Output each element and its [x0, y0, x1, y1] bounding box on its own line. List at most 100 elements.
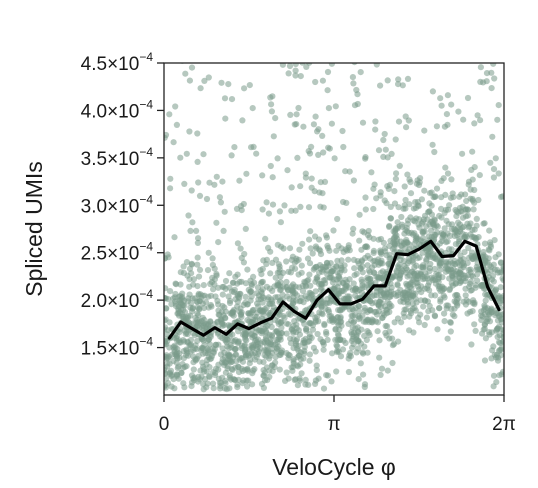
scatter-point	[323, 372, 330, 379]
scatter-point	[444, 238, 451, 245]
scatter-point	[481, 240, 489, 247]
scatter-point	[456, 274, 463, 282]
scatter-point	[406, 176, 413, 183]
scatter-point	[177, 154, 184, 161]
scatter-point	[431, 217, 438, 224]
scatter-point	[164, 366, 168, 374]
scatter-point	[175, 375, 182, 382]
scatter-point	[261, 34, 267, 40]
scatter-point	[431, 265, 438, 273]
scatter-point	[312, 314, 319, 321]
scatter-point	[471, 234, 478, 241]
scatter-point	[316, 280, 323, 288]
scatter-point	[228, 152, 235, 159]
scatter-point	[231, 346, 238, 353]
scatter-point	[302, 174, 309, 181]
scatter-point	[491, 75, 498, 82]
scatter-point	[483, 41, 489, 47]
scatter-point	[268, 323, 275, 331]
scatter-point	[246, 82, 253, 89]
scatter-point	[286, 245, 294, 252]
scatter-point	[353, 349, 360, 356]
scatter-point	[292, 72, 299, 79]
scatter-point	[326, 145, 333, 152]
scatter-point	[410, 329, 417, 336]
scatter-point	[244, 383, 251, 390]
scatter-point	[194, 130, 201, 137]
scatter-point	[355, 376, 362, 383]
scatter-point	[254, 284, 262, 291]
scatter-point	[373, 195, 380, 202]
scatter-point	[320, 346, 327, 353]
scatter-point	[242, 293, 249, 300]
scatter-point	[399, 82, 406, 89]
scatter-point	[164, 384, 169, 391]
scatter-point	[453, 228, 460, 235]
scatter-point	[241, 85, 248, 92]
scatter-point	[406, 255, 413, 262]
scatter-point	[438, 205, 445, 212]
scatter-point	[186, 265, 194, 272]
scatter-point	[202, 298, 209, 306]
scatter-point	[453, 213, 460, 220]
scatter-point	[283, 330, 290, 337]
scatter-point	[308, 175, 315, 182]
scatter-point	[181, 363, 188, 370]
scatter-point	[289, 253, 296, 260]
scatter-point	[286, 295, 293, 302]
scatter-point	[349, 344, 356, 351]
scatter-point	[166, 344, 173, 351]
scatter-point	[469, 148, 476, 155]
scatter-point	[404, 34, 410, 40]
scatter-point	[489, 133, 496, 140]
y-tick-label: 3.5×10−4	[81, 145, 154, 170]
scatter-point	[247, 356, 254, 363]
scatter-point	[395, 118, 403, 125]
scatter-point	[296, 375, 303, 382]
scatter-point	[346, 352, 353, 359]
scatter-point	[285, 351, 292, 358]
scatter-point	[314, 274, 321, 281]
scatter-point	[208, 355, 215, 362]
scatter-point	[219, 345, 226, 352]
scatter-point	[164, 324, 169, 331]
scatter-point	[186, 128, 193, 135]
scatter-point	[482, 335, 489, 342]
scatter-point	[164, 355, 171, 362]
scatter-point	[187, 312, 194, 319]
scatter-point	[176, 309, 183, 316]
scatter-point	[366, 269, 374, 276]
scatter-point	[307, 245, 314, 252]
scatter-point	[434, 272, 441, 279]
scatter-point	[293, 321, 300, 328]
scatter-point	[317, 300, 324, 307]
scatter-point	[438, 102, 445, 109]
scatter-point	[313, 245, 320, 252]
scatter-point	[177, 281, 184, 288]
scatter-point	[448, 176, 455, 183]
scatter-point	[410, 292, 417, 299]
scatter-point	[469, 273, 476, 280]
scatter-point	[296, 246, 303, 253]
scatter-point	[394, 225, 401, 232]
scatter-point	[421, 127, 428, 134]
scatter-point	[304, 48, 310, 54]
scatter-point	[298, 269, 305, 276]
scatter-point	[389, 359, 396, 367]
scatter-point	[441, 318, 448, 325]
scatter-point	[391, 188, 398, 195]
scatter-point	[219, 374, 226, 381]
scatter-point	[203, 384, 210, 391]
scatter-point	[298, 262, 305, 269]
scatter-point	[219, 178, 226, 185]
scatter-point	[281, 202, 288, 209]
scatter-point	[234, 271, 241, 278]
scatter-point	[427, 227, 435, 234]
scatter-point	[194, 299, 201, 306]
scatter-point	[283, 369, 290, 376]
scatter-point	[402, 196, 409, 204]
scatter-point	[426, 302, 433, 309]
scatter-point	[319, 77, 326, 84]
scatter-point	[188, 383, 195, 390]
scatter-point	[364, 252, 371, 259]
